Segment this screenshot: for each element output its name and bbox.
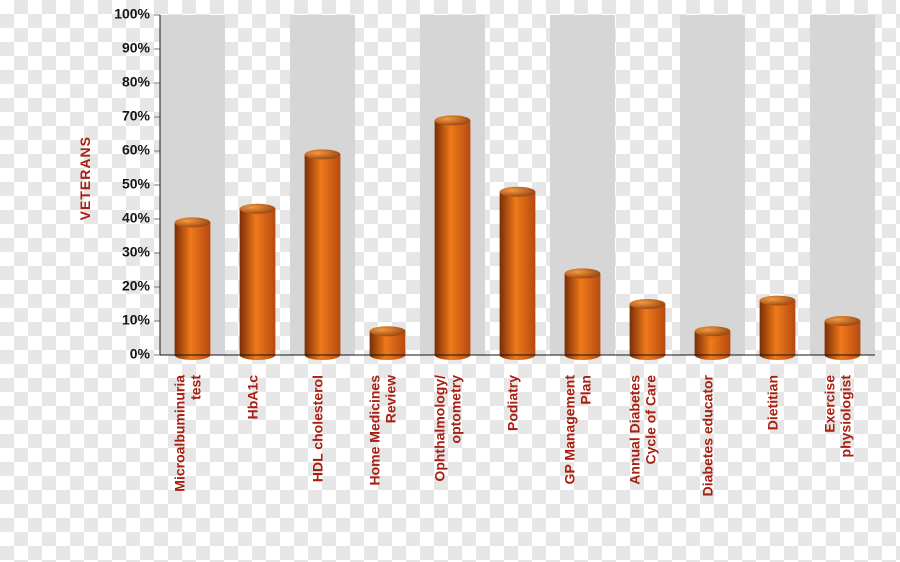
plot-column-bg xyxy=(680,15,745,355)
x-category-label: Podiatry xyxy=(505,375,521,431)
y-tick: 50% xyxy=(122,176,160,192)
x-category-label: Exercisephysiologist xyxy=(822,375,854,458)
y-tick: 60% xyxy=(122,142,160,158)
bar xyxy=(630,299,666,360)
bar xyxy=(175,217,211,360)
x-category-label: Dietitian xyxy=(765,375,781,430)
bar xyxy=(760,296,796,360)
svg-text:50%: 50% xyxy=(122,176,151,192)
x-category-label: Annual DiabetesCycle of Care xyxy=(627,375,659,485)
bar xyxy=(305,149,341,360)
bar xyxy=(565,268,601,360)
svg-text:40%: 40% xyxy=(122,210,151,226)
x-category-label: HDL cholesterol xyxy=(310,375,326,482)
y-axis-title: VETERANS xyxy=(77,136,93,220)
x-category-label: Diabetes educator xyxy=(700,374,716,496)
svg-text:90%: 90% xyxy=(122,40,151,56)
x-category-label: Ophthalmology/optometry xyxy=(432,375,464,482)
svg-text:30%: 30% xyxy=(122,244,151,260)
y-tick: 10% xyxy=(122,312,160,328)
svg-text:10%: 10% xyxy=(122,312,151,328)
svg-text:100%: 100% xyxy=(114,6,150,22)
bar xyxy=(435,115,471,360)
svg-text:0%: 0% xyxy=(130,346,151,362)
y-tick: 30% xyxy=(122,244,160,260)
plot-column-bg xyxy=(810,15,875,355)
bar-chart: 0% 10% 20% 30% 40% 50% 60% 70% 80% 90% 100% VETERAN… xyxy=(0,0,900,562)
bar xyxy=(500,187,536,360)
y-tick: 80% xyxy=(122,74,160,90)
y-tick: 70% xyxy=(122,108,160,124)
bar xyxy=(825,316,861,360)
y-tick: 20% xyxy=(122,278,160,294)
y-tick: 90% xyxy=(122,40,160,56)
y-tick: 40% xyxy=(122,210,160,226)
y-tick: 0% xyxy=(130,346,160,362)
chart-container: 0% 10% 20% 30% 40% 50% 60% 70% 80% 90% 100% VETERAN… xyxy=(0,0,900,562)
x-category-label: GP ManagementPlan xyxy=(562,375,594,485)
x-category-label: Home MedicinesReview xyxy=(367,375,399,486)
svg-text:20%: 20% xyxy=(122,278,151,294)
x-category-label: Microalbuminuriatest xyxy=(172,375,204,492)
y-tick: 100% xyxy=(114,6,160,22)
bar xyxy=(240,204,276,360)
svg-text:60%: 60% xyxy=(122,142,151,158)
x-category-label: HbA1c xyxy=(245,375,261,420)
svg-text:80%: 80% xyxy=(122,74,151,90)
plot-column-bg xyxy=(355,15,420,355)
svg-text:70%: 70% xyxy=(122,108,151,124)
